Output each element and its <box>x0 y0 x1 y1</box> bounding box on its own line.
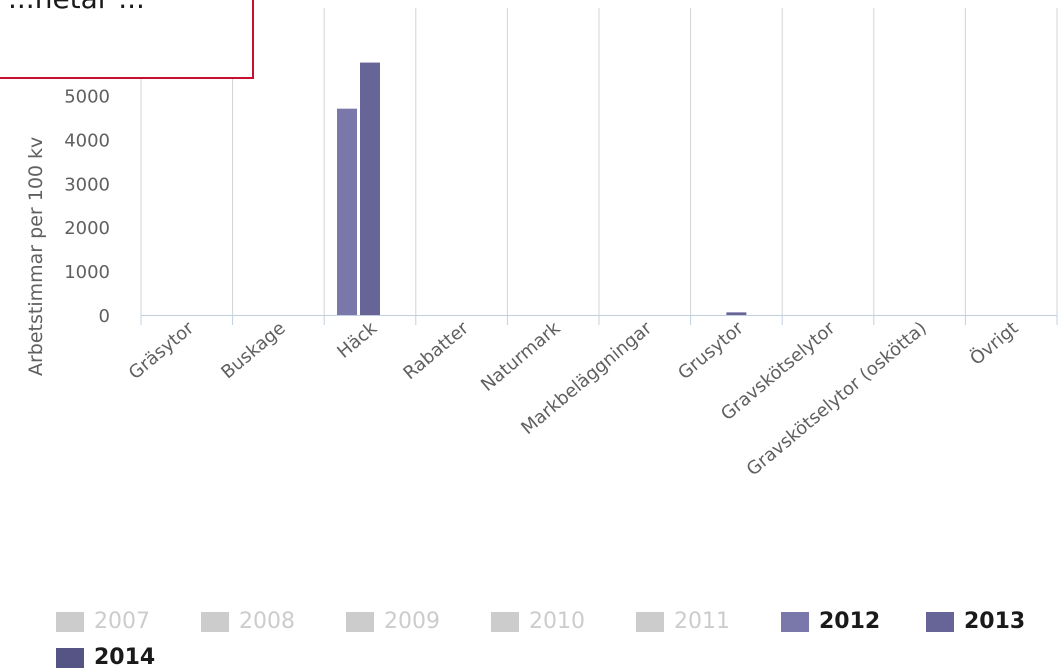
y-tick-label: 1000 <box>64 262 110 283</box>
legend-label: 2013 <box>964 609 1026 634</box>
legend-label: 2008 <box>239 609 295 634</box>
y-tick-label: 5000 <box>64 87 110 108</box>
y-axis-label: Arbetstimmar per 100 kv <box>25 137 47 376</box>
legend-item-2014[interactable]: 2014 <box>56 645 155 670</box>
legend-item-2013[interactable]: 2013 <box>926 609 1025 634</box>
y-tick-label: 0 <box>99 306 110 327</box>
legend-label: 2009 <box>384 609 440 634</box>
x-tick-label: Häck <box>333 317 381 362</box>
legend-label: 2007 <box>94 609 150 634</box>
legend-swatch <box>56 611 84 632</box>
chart-tooltip: ...hetar ... <box>0 0 254 79</box>
x-tick-label: Rabatter <box>399 317 473 384</box>
legend-label: 2010 <box>529 609 585 634</box>
legend-label: 2011 <box>674 609 730 634</box>
y-tick-label: 4000 <box>64 130 110 151</box>
y-tick-label: 3000 <box>64 174 110 195</box>
legend-swatch <box>926 611 954 632</box>
y-tick-label: 2000 <box>64 218 110 239</box>
bar <box>337 108 357 315</box>
legend-item-2008[interactable]: 2008 <box>201 609 295 634</box>
legend-item-2011[interactable]: 2011 <box>636 609 730 634</box>
legend-label: 2012 <box>819 609 881 634</box>
x-tick-label: Grusytor <box>674 317 748 384</box>
legend-label: 2014 <box>94 645 156 670</box>
tooltip-text: ...hetar ... <box>8 0 145 15</box>
x-tick-label: Gravskötselytor (oskötta) <box>743 318 931 481</box>
legend-item-2012[interactable]: 2012 <box>781 609 880 634</box>
legend-swatch <box>346 611 374 632</box>
legend-item-2009[interactable]: 2009 <box>346 609 440 634</box>
x-tick-label: Övrigt <box>966 317 1023 370</box>
legend-item-2007[interactable]: 2007 <box>56 609 150 634</box>
legend-swatch <box>56 647 84 668</box>
legend-swatch <box>201 611 229 632</box>
legend-item-2010[interactable]: 2010 <box>491 609 585 634</box>
x-tick-label: Buskage <box>217 318 289 383</box>
legend-swatch <box>636 611 664 632</box>
x-tick-label: Naturmark <box>477 317 565 395</box>
bar <box>360 62 380 316</box>
legend-swatch <box>781 611 809 632</box>
bar <box>726 312 747 315</box>
legend-swatch <box>491 611 519 632</box>
x-tick-label: Gräsytor <box>125 317 199 384</box>
